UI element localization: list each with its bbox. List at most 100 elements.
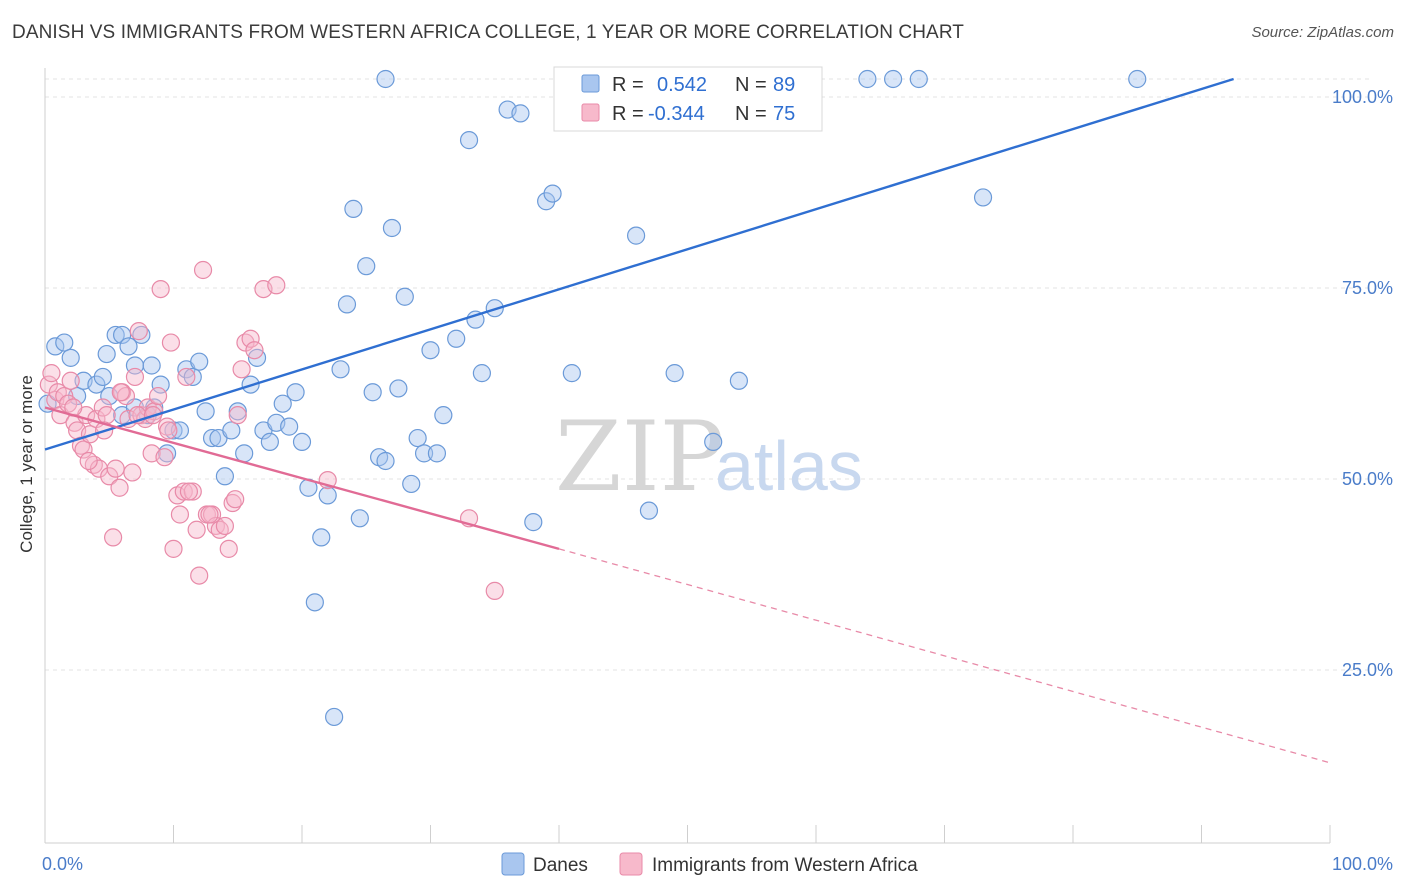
bottom-legend-label-danes: Danes <box>533 855 588 876</box>
point-0-7 <box>93 367 112 387</box>
point-1-59 <box>245 341 264 360</box>
y-tick-label-1: 50.0% <box>1342 469 1393 489</box>
point-1-45 <box>187 520 206 539</box>
point-0-49 <box>337 295 357 314</box>
bottom-legend-label-immigrants: Immigrants from Western Africa <box>652 855 918 876</box>
point-0-42 <box>292 432 312 451</box>
point-0-45 <box>312 528 331 547</box>
point-0-31 <box>222 421 241 440</box>
point-0-81 <box>704 432 723 451</box>
y-tick-label-2: 75.0% <box>1342 278 1393 298</box>
point-0-84 <box>883 69 903 89</box>
point-0-46 <box>318 486 337 505</box>
point-0-32 <box>228 402 247 421</box>
grid-lines <box>45 78 1370 671</box>
point-1-27 <box>125 367 145 387</box>
point-1-44 <box>183 482 202 501</box>
legend-n-value-danes: 89 <box>773 74 795 96</box>
point-0-47 <box>325 707 344 727</box>
point-0-50 <box>344 199 363 218</box>
point-0-51 <box>350 509 369 528</box>
point-0-87 <box>1128 69 1147 89</box>
point-0-80 <box>665 364 684 383</box>
point-1-11 <box>74 440 93 459</box>
point-0-13 <box>119 337 138 356</box>
point-1-7 <box>61 371 80 390</box>
point-0-10 <box>106 325 125 345</box>
point-0-44 <box>305 593 324 612</box>
point-1-64 <box>485 581 504 600</box>
legend-n-value-immigrants: 75 <box>773 103 795 125</box>
point-1-66 <box>79 451 98 471</box>
point-0-79 <box>639 501 659 520</box>
point-1-61 <box>267 276 286 295</box>
point-1-38 <box>161 333 181 352</box>
point-1-21 <box>106 459 125 478</box>
point-0-26 <box>190 352 209 371</box>
point-0-62 <box>421 341 440 360</box>
point-0-56 <box>382 218 402 238</box>
point-0-66 <box>459 131 479 150</box>
point-1-71 <box>159 421 178 440</box>
point-0-85 <box>909 69 928 89</box>
point-0-25 <box>183 367 202 387</box>
point-0-30 <box>215 467 234 486</box>
point-0-53 <box>363 383 382 402</box>
point-0-52 <box>357 257 376 276</box>
point-1-22 <box>110 478 129 497</box>
point-0-59 <box>402 474 421 494</box>
trend-line-dashed-1 <box>558 548 1331 764</box>
point-0-64 <box>434 406 453 425</box>
point-0-3 <box>61 348 80 367</box>
point-0-6 <box>87 375 106 394</box>
legend-r-label-immigrants: R = <box>612 103 644 125</box>
point-0-40 <box>280 417 299 436</box>
point-0-27 <box>196 402 215 421</box>
point-1-36 <box>155 448 174 467</box>
source-credit: Source: ZipAtlas.com <box>1251 24 1394 41</box>
point-0-73 <box>537 192 556 211</box>
point-1-47 <box>193 260 213 280</box>
point-0-83 <box>858 69 877 89</box>
point-1-53 <box>219 539 238 558</box>
trend-lines <box>44 77 1331 764</box>
point-0-39 <box>273 394 292 413</box>
series-danes-points <box>38 69 1147 727</box>
y-axis-label: College, 1 year or more <box>17 375 36 553</box>
point-0-2 <box>55 333 74 352</box>
point-0-1 <box>46 337 65 356</box>
point-0-58 <box>395 287 414 306</box>
point-1-55 <box>228 406 247 425</box>
point-0-8 <box>97 344 116 364</box>
point-0-28 <box>202 428 222 448</box>
point-1-73 <box>200 505 219 524</box>
point-1-41 <box>170 505 190 524</box>
point-1-20 <box>104 528 123 547</box>
point-0-20 <box>151 375 170 394</box>
watermark-zip: ZIP <box>555 401 724 513</box>
point-0-57 <box>389 379 408 398</box>
point-0-48 <box>331 360 350 379</box>
legend-r-value-danes: 0.542 <box>657 74 707 96</box>
x-tick-label-1: 100.0% <box>1332 854 1393 874</box>
point-0-67 <box>466 310 485 329</box>
point-0-86 <box>973 188 993 207</box>
point-1-19 <box>100 467 119 486</box>
point-0-37 <box>260 432 279 451</box>
point-0-63 <box>427 444 447 463</box>
point-0-75 <box>562 364 581 383</box>
point-1-72 <box>179 482 199 501</box>
chart-title: DANISH VS IMMIGRANTS FROM WESTERN AFRICA… <box>12 22 965 43</box>
x-tick-labels: 0.0% 100.0% <box>42 854 1393 874</box>
point-1-68 <box>111 383 130 402</box>
y-tick-label-0: 25.0% <box>1342 660 1393 680</box>
point-1-58 <box>241 329 260 348</box>
point-1-46 <box>190 566 209 585</box>
legend-r-label-danes: R = <box>612 74 644 96</box>
point-1-13 <box>80 425 100 444</box>
legend-n-label-immigrants: N = <box>735 103 767 125</box>
trend-line-0 <box>44 77 1234 451</box>
point-1-1 <box>42 364 61 383</box>
point-0-65 <box>447 329 466 348</box>
